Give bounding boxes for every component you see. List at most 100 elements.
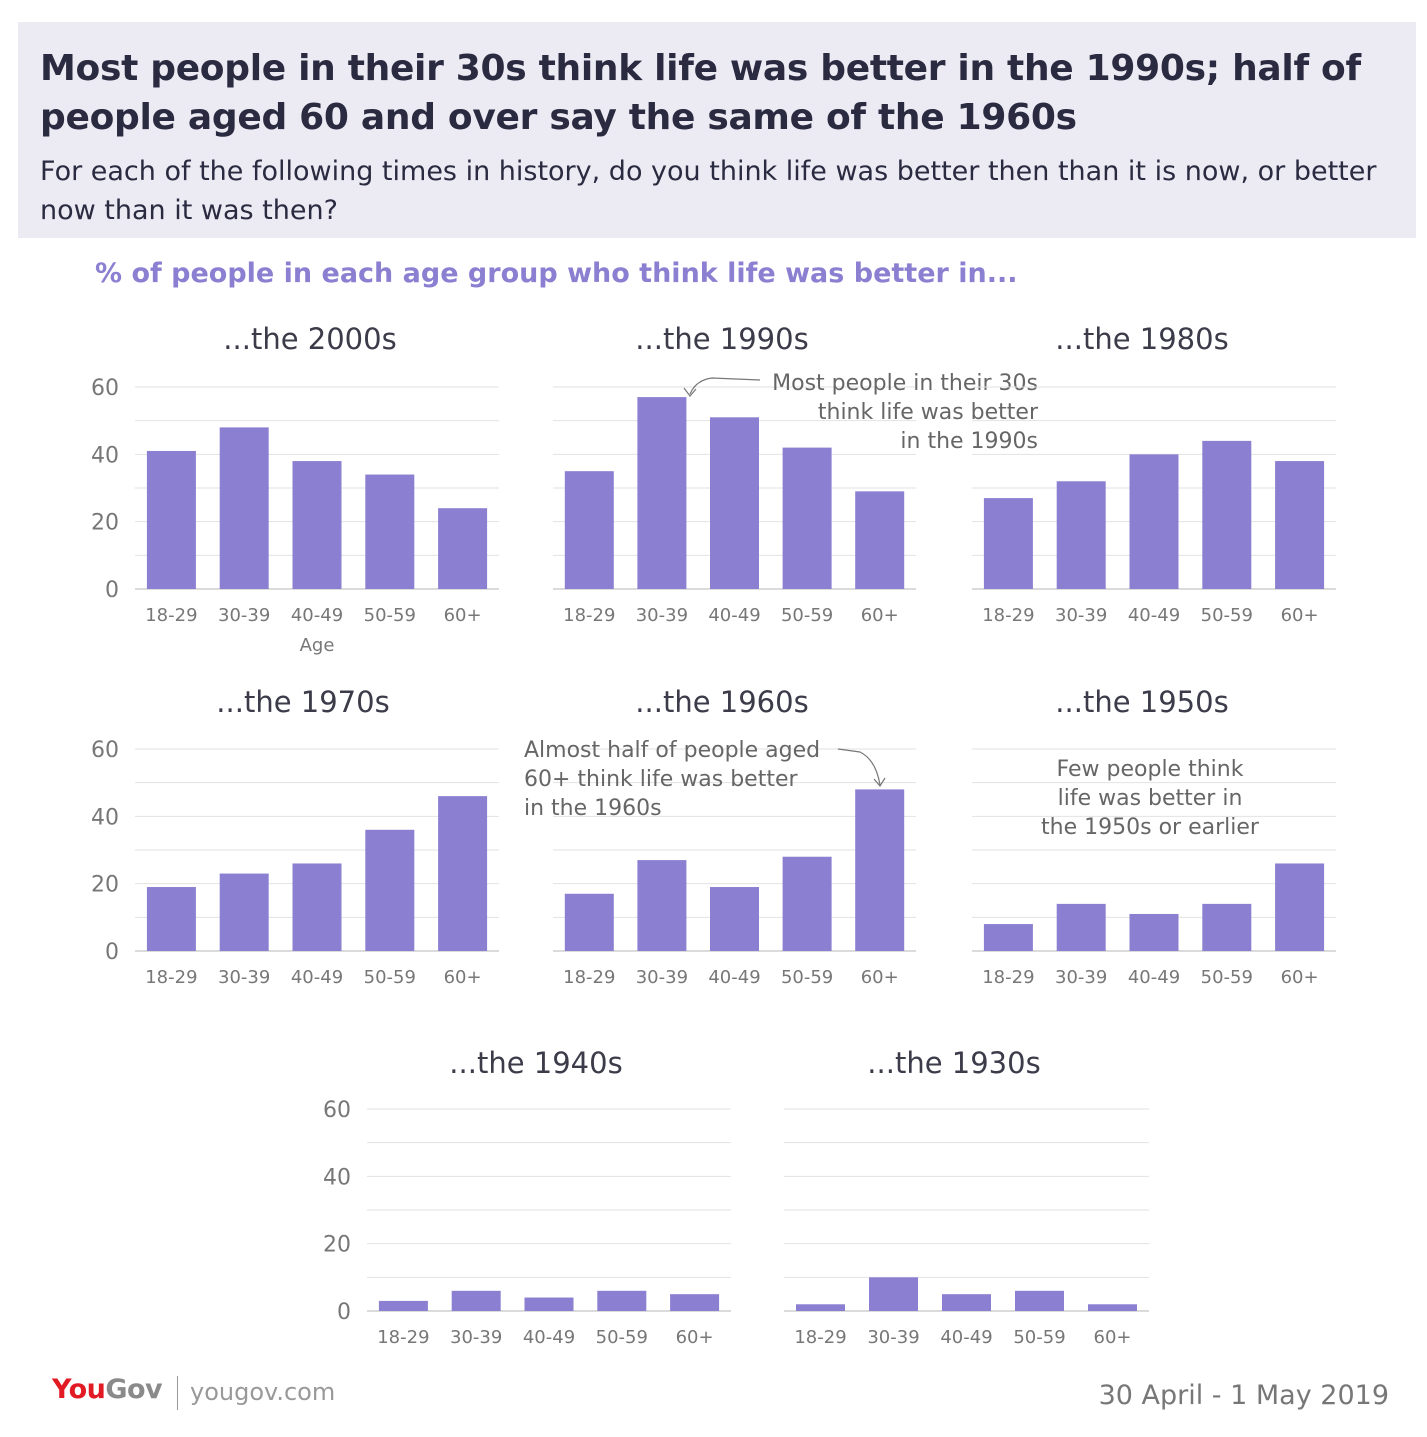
chart-5-annotation-arrowhead bbox=[873, 777, 886, 788]
logo-gov: Gov bbox=[105, 1374, 163, 1405]
footer-date: 30 April - 1 May 2019 bbox=[1098, 1380, 1389, 1411]
chart-8-bar-60plus bbox=[1088, 1304, 1137, 1311]
footer-url: yougov.com bbox=[190, 1378, 336, 1406]
chart-5-bar-40-49 bbox=[710, 887, 759, 951]
chart-2-bar-30-39 bbox=[637, 397, 687, 589]
chart-1-x-axis-label: Age bbox=[300, 635, 335, 656]
chart-4-y-tick-label: 20 bbox=[91, 873, 119, 898]
chart-8-title: ...the 1930s bbox=[867, 1046, 1040, 1080]
chart-4-y-tick-label: 60 bbox=[91, 738, 119, 763]
chart-1-bar-18-29 bbox=[146, 450, 196, 589]
chart-8-bar-50-59 bbox=[1015, 1290, 1064, 1311]
chart-7-x-tick-label: 18-29 bbox=[377, 1327, 429, 1348]
chart-5-bar-50-59 bbox=[782, 856, 832, 951]
chart-6-annotation-line: the 1950s or earlier bbox=[1041, 815, 1260, 840]
chart-4-y-tick-label: 40 bbox=[91, 805, 119, 830]
chart-3-bar-18-29 bbox=[983, 498, 1033, 589]
chart-1-bar-50-59 bbox=[365, 474, 415, 589]
section-label: % of people in each age group who think … bbox=[95, 258, 1018, 289]
chart-5-bar-60plus bbox=[855, 789, 905, 951]
chart-2-annotation-arrowhead bbox=[683, 387, 697, 397]
chart-2-bar-18-29 bbox=[564, 471, 614, 589]
chart-4-x-tick-label: 18-29 bbox=[145, 967, 197, 988]
chart-2-x-tick-label: 40-49 bbox=[708, 605, 760, 626]
chart-6-x-tick-label: 60+ bbox=[1281, 967, 1319, 988]
chart-2-bar-50-59 bbox=[782, 447, 832, 589]
chart-6-annotation-line: Few people think bbox=[1057, 757, 1244, 782]
chart-3-x-tick-label: 40-49 bbox=[1128, 605, 1180, 626]
chart-1-title: ...the 2000s bbox=[223, 322, 396, 356]
chart-1-bar-60plus bbox=[438, 508, 488, 589]
chart-7-x-tick-label: 50-59 bbox=[596, 1327, 648, 1348]
chart-7-y-tick-label: 20 bbox=[323, 1233, 351, 1258]
chart-3-x-tick-label: 60+ bbox=[1281, 605, 1319, 626]
chart-5-annotation-arrow bbox=[837, 748, 881, 786]
chart-4-x-tick-label: 30-39 bbox=[218, 967, 270, 988]
chart-6-bar-30-39 bbox=[1056, 903, 1106, 951]
chart-6-bar-40-49 bbox=[1129, 913, 1179, 951]
chart-2-x-tick-label: 18-29 bbox=[563, 605, 615, 626]
chart-2-x-tick-label: 30-39 bbox=[636, 605, 688, 626]
chart-5-bar-30-39 bbox=[637, 860, 687, 951]
yougov-logo: YouGov bbox=[52, 1374, 163, 1405]
chart-3-title: ...the 1980s bbox=[1055, 322, 1228, 356]
chart-5-x-tick-label: 40-49 bbox=[708, 967, 760, 988]
chart-8-bar-40-49 bbox=[942, 1294, 991, 1311]
chart-7-bar-60plus bbox=[670, 1294, 720, 1311]
chart-4-bar-50-59 bbox=[365, 829, 415, 951]
chart-1-x-tick-label: 18-29 bbox=[145, 605, 197, 626]
chart-4-bar-30-39 bbox=[219, 873, 269, 951]
chart-5-x-tick-label: 50-59 bbox=[781, 967, 833, 988]
chart-4-bar-18-29 bbox=[146, 887, 196, 951]
chart-7-y-tick-label: 40 bbox=[323, 1165, 351, 1190]
chart-4-x-tick-label: 50-59 bbox=[364, 967, 416, 988]
chart-6-x-tick-label: 40-49 bbox=[1128, 967, 1180, 988]
chart-1-x-tick-label: 30-39 bbox=[218, 605, 270, 626]
chart-subtitle: For each of the following times in histo… bbox=[40, 156, 1377, 226]
chart-3-bar-30-39 bbox=[1056, 481, 1106, 589]
chart-3-bar-50-59 bbox=[1202, 440, 1252, 589]
chart-2-bar-60plus bbox=[855, 491, 905, 589]
chart-3-x-tick-label: 30-39 bbox=[1055, 605, 1107, 626]
chart-6-x-tick-label: 30-39 bbox=[1055, 967, 1107, 988]
footer-divider bbox=[177, 1376, 178, 1410]
chart-2-title: ...the 1990s bbox=[635, 322, 808, 356]
chart-2-bar-40-49 bbox=[710, 417, 759, 589]
chart-1-x-tick-label: 40-49 bbox=[291, 605, 343, 626]
chart-3-bar-40-49 bbox=[1129, 454, 1179, 589]
chart-1-bar-40-49 bbox=[292, 461, 342, 589]
chart-1-y-tick-label: 20 bbox=[91, 511, 119, 536]
chart-2-annotation-line: think life was better bbox=[818, 400, 1039, 425]
chart-1-y-tick-label: 0 bbox=[105, 578, 119, 603]
chart-4-bar-60plus bbox=[438, 796, 488, 951]
chart-8-x-tick-label: 50-59 bbox=[1013, 1327, 1065, 1348]
chart-2-annotation-line: in the 1990s bbox=[900, 429, 1038, 454]
chart-5-x-tick-label: 18-29 bbox=[563, 967, 615, 988]
chart-1-x-tick-label: 60+ bbox=[444, 605, 482, 626]
chart-1-x-tick-label: 50-59 bbox=[364, 605, 416, 626]
header-panel: Most people in their 30s think life was … bbox=[18, 22, 1416, 238]
chart-4-x-tick-label: 60+ bbox=[444, 967, 482, 988]
chart-6-bar-50-59 bbox=[1202, 903, 1252, 951]
chart-6-annotation-line: life was better in bbox=[1058, 786, 1243, 811]
chart-7-bar-18-29 bbox=[378, 1300, 428, 1311]
chart-2-annotation-arrow bbox=[689, 377, 761, 395]
chart-8-x-tick-label: 60+ bbox=[1094, 1327, 1132, 1348]
chart-6-bar-60plus bbox=[1275, 863, 1325, 951]
chart-title: Most people in their 30s think life was … bbox=[40, 48, 1361, 138]
chart-3-bar-60plus bbox=[1275, 461, 1325, 589]
chart-1-y-tick-label: 60 bbox=[91, 376, 119, 401]
chart-7-bar-40-49 bbox=[524, 1297, 574, 1311]
chart-6-title: ...the 1950s bbox=[1055, 685, 1228, 719]
chart-1-y-tick-label: 40 bbox=[91, 443, 119, 468]
chart-8-x-tick-label: 18-29 bbox=[794, 1327, 846, 1348]
chart-4-x-tick-label: 40-49 bbox=[291, 967, 343, 988]
chart-4-bar-40-49 bbox=[292, 863, 342, 951]
chart-3-x-tick-label: 50-59 bbox=[1201, 605, 1253, 626]
chart-5-annotation-line: Almost half of people aged bbox=[524, 738, 820, 763]
chart-7-y-tick-label: 60 bbox=[323, 1098, 351, 1123]
chart-6-x-tick-label: 18-29 bbox=[982, 967, 1034, 988]
chart-8-x-tick-label: 30-39 bbox=[867, 1327, 919, 1348]
chart-5-annotation-line: in the 1960s bbox=[524, 796, 662, 821]
